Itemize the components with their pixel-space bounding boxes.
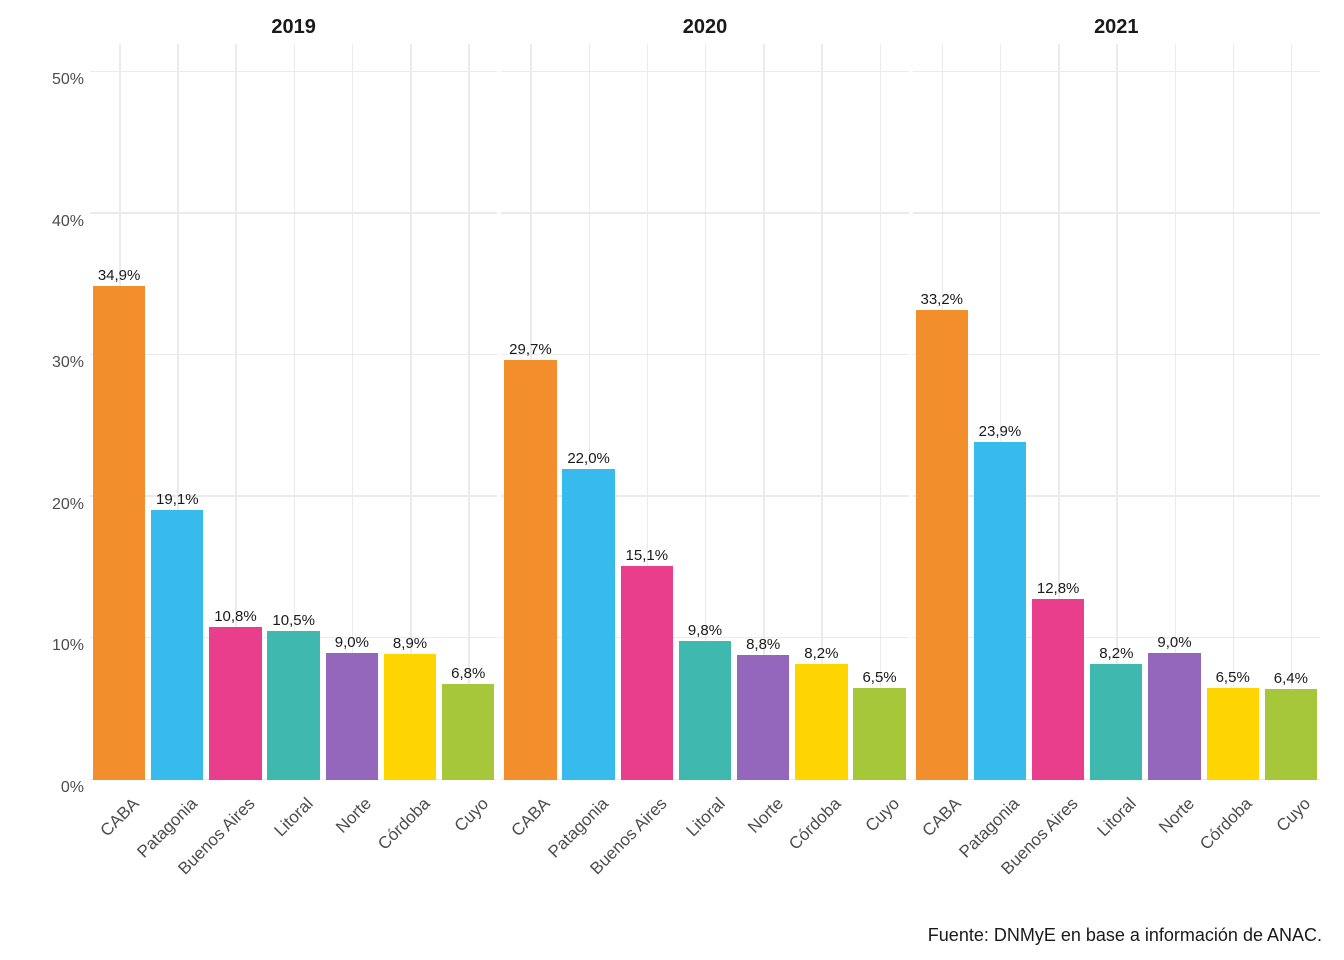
bar-value-label: 34,9% <box>98 267 141 284</box>
bar-value-label: 29,7% <box>509 341 552 358</box>
y-tick: 0% <box>61 779 84 797</box>
chart-panel: 34,9% 19,1% 10,8% 10,5% 9,0% 8,9% 6,8% <box>90 44 497 780</box>
facet-title: 2021 <box>913 10 1320 44</box>
x-tick-label: Cuyo <box>450 794 492 836</box>
x-tick-label: Litoral <box>271 794 318 841</box>
facet-title: 2019 <box>90 10 497 44</box>
bar-value-label: 6,5% <box>862 669 896 686</box>
bar-value-label: 8,8% <box>746 636 780 653</box>
x-tick-label: Córdoba <box>785 794 845 854</box>
bar <box>562 469 614 780</box>
bar <box>853 688 905 780</box>
bar <box>151 510 203 780</box>
x-tick-label: Cuyo <box>861 794 903 836</box>
bar <box>326 653 378 780</box>
x-tick-label: Norte <box>332 794 376 838</box>
bar <box>209 627 261 780</box>
y-axis: 0%10%20%30%40%50% <box>50 44 90 780</box>
bar-value-label: 9,0% <box>335 634 369 651</box>
bar-value-label: 9,0% <box>1157 634 1191 651</box>
chart-container: Distribución porcentual 0%10%20%30%40%50… <box>0 0 1344 960</box>
bar <box>1148 653 1200 780</box>
x-axis-labels: CABAPatagoniaBuenos AiresLitoralNorteCór… <box>90 786 1320 916</box>
bar-value-label: 33,2% <box>920 291 963 308</box>
x-tick-label: CABA <box>508 794 555 841</box>
bars-layer: 34,9% 19,1% 10,8% 10,5% 9,0% 8,9% 6,8% <box>90 44 497 780</box>
y-tick: 40% <box>52 213 84 231</box>
bar-value-label: 8,9% <box>393 635 427 652</box>
bar-value-label: 12,8% <box>1037 580 1080 597</box>
bar <box>384 654 436 780</box>
bars-layer: 29,7% 22,0% 15,1% 9,8% 8,8% 8,2% 6,5% <box>501 44 908 780</box>
x-tick-label: Litoral <box>682 794 729 841</box>
bars-layer: 33,2% 23,9% 12,8% 8,2% 9,0% 6,5% 6,4% <box>913 44 1320 780</box>
y-tick: 20% <box>52 496 84 514</box>
y-tick: 30% <box>52 354 84 372</box>
x-tick-label: Córdoba <box>374 794 434 854</box>
facet: 2021 33,2% 23,9% 12,8% 8,2% 9,0% 6,5% 6,4% <box>913 10 1320 780</box>
x-tick-label: CABA <box>919 794 966 841</box>
x-label-group: CABAPatagoniaBuenos AiresLitoralNorteCór… <box>913 786 1320 916</box>
bar <box>267 631 319 780</box>
bar <box>1090 664 1142 780</box>
source-caption: Fuente: DNMyE en base a información de A… <box>928 925 1322 946</box>
bar-value-label: 15,1% <box>626 547 669 564</box>
bar <box>504 360 556 780</box>
x-tick-label: Litoral <box>1094 794 1141 841</box>
bar <box>1207 688 1259 780</box>
bar <box>737 655 789 780</box>
x-tick-label: Norte <box>1155 794 1199 838</box>
x-tick-label: CABA <box>96 794 143 841</box>
x-label-group: CABAPatagoniaBuenos AiresLitoralNorteCór… <box>90 786 497 916</box>
bar <box>679 641 731 780</box>
bar <box>93 286 145 780</box>
bar-value-label: 23,9% <box>979 423 1022 440</box>
bar <box>795 664 847 780</box>
facet-title: 2020 <box>501 10 908 44</box>
x-tick-label: Cuyo <box>1273 794 1315 836</box>
y-tick: 50% <box>52 71 84 89</box>
chart-panel: 33,2% 23,9% 12,8% 8,2% 9,0% 6,5% 6,4% <box>913 44 1320 780</box>
bar <box>974 442 1026 780</box>
bar-value-label: 8,2% <box>1099 645 1133 662</box>
facet: 2020 29,7% 22,0% 15,1% 9,8% 8,8% 8,2% 6,5% <box>501 10 908 780</box>
x-tick-label: Córdoba <box>1197 794 1257 854</box>
bar-value-label: 10,8% <box>214 608 257 625</box>
bar-value-label: 6,8% <box>451 665 485 682</box>
bar-value-label: 6,5% <box>1216 669 1250 686</box>
bar <box>621 566 673 780</box>
y-tick: 10% <box>52 637 84 655</box>
x-tick-label: Norte <box>744 794 788 838</box>
bar-value-label: 19,1% <box>156 491 199 508</box>
facet: 2019 34,9% 19,1% 10,8% 10,5% 9,0% 8,9% 6,8% <box>90 10 497 780</box>
bar-value-label: 6,4% <box>1274 670 1308 687</box>
bar-value-label: 22,0% <box>567 450 610 467</box>
bar-value-label: 9,8% <box>688 622 722 639</box>
x-label-group: CABAPatagoniaBuenos AiresLitoralNorteCór… <box>501 786 908 916</box>
bar-value-label: 10,5% <box>272 612 315 629</box>
bar <box>916 310 968 780</box>
plot-area: 2019 34,9% 19,1% 10,8% 10,5% 9,0% 8,9% 6,8% 2020… <box>90 10 1320 780</box>
bar <box>1265 689 1317 780</box>
bar-value-label: 8,2% <box>804 645 838 662</box>
bar <box>442 684 494 780</box>
bar <box>1032 599 1084 780</box>
chart-panel: 29,7% 22,0% 15,1% 9,8% 8,8% 8,2% 6,5% <box>501 44 908 780</box>
